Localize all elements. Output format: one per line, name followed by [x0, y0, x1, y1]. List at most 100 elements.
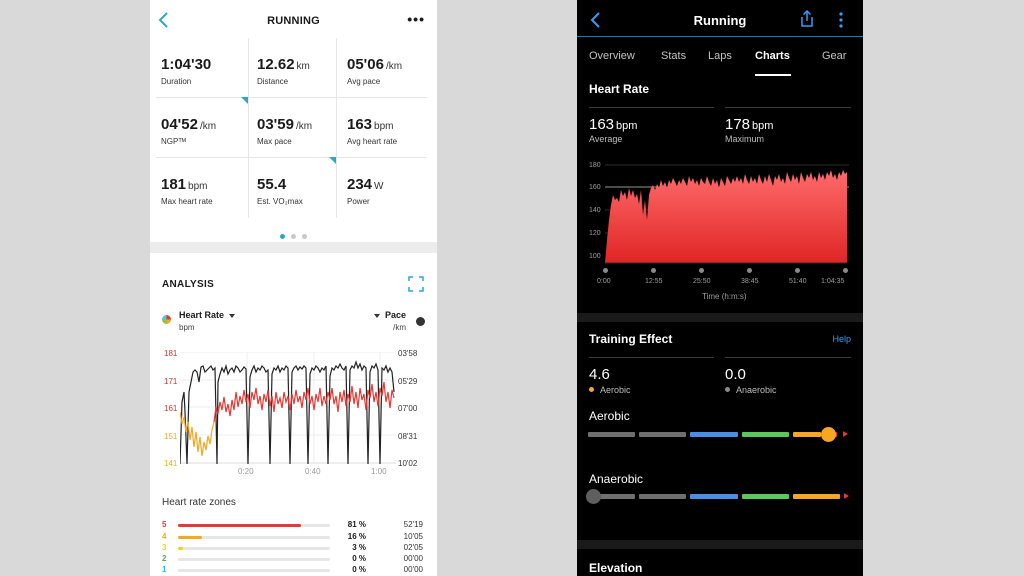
analysis-title: ANALYSIS	[162, 279, 215, 290]
zone-time: 00'00	[403, 554, 423, 563]
heart-rate-chart[interactable]	[605, 160, 849, 280]
x-tick: 25:50	[693, 278, 711, 285]
y-tick: 160	[589, 184, 601, 191]
zone-percent: 0 %	[352, 565, 366, 574]
aerobic-scale-title: Aerobic	[589, 409, 630, 423]
divider	[725, 357, 851, 358]
zone-number: 4	[162, 532, 167, 541]
section-separator	[577, 313, 863, 322]
zone-time: 10'05	[403, 532, 423, 541]
zone-row: 2 0 % 00'00	[162, 554, 437, 565]
x-tick: 0:20	[238, 467, 254, 476]
x-tick: 12:55	[645, 278, 663, 285]
y-tick: 120	[589, 230, 601, 237]
aerobic-scale	[588, 427, 850, 443]
x-axis-label: Time (h:m:s)	[702, 292, 747, 301]
scale-segment	[835, 432, 837, 437]
tab-overview[interactable]: Overview	[589, 50, 635, 62]
x-tick: 0:00	[597, 278, 611, 285]
divider	[156, 157, 427, 158]
anaerobic-scale-title: Anaerobic	[589, 472, 644, 486]
elevation-title: Elevation	[589, 561, 643, 575]
back-arrow-icon[interactable]	[589, 11, 603, 29]
zone-row: 1 0 % 00'00	[162, 565, 437, 576]
stat-ngp: 04'52/km NGPᵀᴹ	[161, 116, 217, 146]
hr-maximum-value: 178 bpm	[725, 116, 774, 133]
hr-average-label: Average	[589, 134, 623, 144]
page-dot-active[interactable]	[280, 234, 285, 239]
divider	[725, 107, 851, 108]
x-tick: 0:40	[305, 467, 321, 476]
tab-charts[interactable]: Charts	[755, 50, 790, 62]
zone-bar-track	[178, 547, 330, 550]
x-tick-dot	[651, 268, 656, 273]
info-corner-marker[interactable]	[241, 97, 248, 104]
x-tick-dot	[603, 268, 608, 273]
section-separator	[150, 242, 437, 253]
scale-segment	[639, 432, 686, 437]
section-separator	[577, 540, 863, 549]
zone-percent: 16 %	[347, 532, 366, 541]
analysis-chart[interactable]	[180, 352, 396, 464]
hr-tick-151: 151	[164, 432, 178, 441]
scale-segment	[793, 432, 821, 437]
zones-title: Heart rate zones	[162, 497, 236, 508]
heart-rate-line-red	[213, 381, 395, 423]
hr-tick-161: 161	[164, 404, 178, 413]
zone-row: 4 16 % 10'05	[162, 532, 437, 543]
scale-end-arrow-icon	[843, 431, 848, 437]
x-tick: 1:00	[371, 467, 387, 476]
divider	[156, 97, 427, 98]
zone-bar-fill	[178, 547, 183, 550]
tab-stats[interactable]: Stats	[661, 50, 687, 62]
stat-power: 234 W Power	[347, 176, 384, 206]
tab-bar: Overview Stats Laps Charts Gear	[577, 38, 863, 76]
page-title: Running	[693, 13, 747, 28]
zone-bar-track	[178, 569, 330, 572]
zone-number: 1	[162, 565, 167, 574]
stat-max-heart-rate: 181 bpm Max heart rate	[161, 176, 213, 206]
hr-tick-141: 141	[164, 459, 178, 468]
stat-distance: 12.62 km Distance	[257, 56, 310, 86]
x-tick: 38:45	[741, 278, 759, 285]
pace-color-dot	[416, 317, 425, 326]
hr-tick-181: 181	[164, 349, 178, 358]
zone-time: 52'19	[403, 520, 423, 529]
zone-bar-track	[178, 558, 330, 561]
tab-laps[interactable]: Laps	[708, 50, 732, 62]
zone-bar-track	[178, 536, 330, 539]
anaerobic-scale	[586, 489, 850, 505]
pace-tick: 03'58	[398, 349, 418, 358]
help-link[interactable]: Help	[832, 334, 851, 344]
pace-tick: 07'00	[398, 404, 418, 413]
heart-rate-line-orange	[180, 411, 215, 457]
tab-gear[interactable]: Gear	[822, 50, 847, 62]
y-tick: 180	[589, 162, 601, 169]
left-header: RUNNING •••	[150, 0, 437, 40]
aerobic-level-marker	[821, 427, 836, 442]
divider	[248, 38, 249, 218]
more-options-icon[interactable]: •••	[407, 11, 425, 27]
y-tick: 140	[589, 207, 601, 214]
info-corner-marker[interactable]	[329, 157, 336, 164]
more-options-icon[interactable]	[838, 11, 844, 29]
x-tick: 51:40	[789, 278, 807, 285]
hr-average-value: 163 bpm	[589, 116, 638, 133]
page-dot[interactable]	[302, 234, 307, 239]
zone-time: 00'00	[403, 565, 423, 574]
page-indicator[interactable]	[150, 226, 437, 244]
chevron-down-icon	[373, 313, 380, 318]
zone-number: 3	[162, 543, 167, 552]
pace-metric-selector[interactable]: Pace /km	[355, 310, 425, 340]
stat-duration: 1:04'30 Duration	[161, 56, 212, 86]
share-icon[interactable]	[799, 10, 815, 28]
anaerobic-level-marker	[586, 489, 601, 504]
back-arrow-icon[interactable]	[156, 10, 172, 30]
divider	[336, 38, 337, 218]
anaerobic-value: 0.0	[725, 366, 746, 383]
scale-segment	[639, 494, 686, 499]
x-tick-dot	[843, 268, 848, 273]
zone-percent: 3 %	[352, 543, 366, 552]
page-dot[interactable]	[291, 234, 296, 239]
expand-icon[interactable]	[408, 276, 424, 292]
